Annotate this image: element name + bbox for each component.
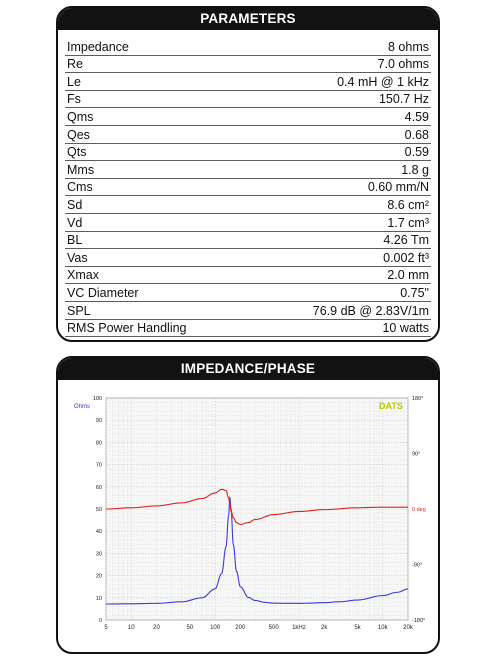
param-value: 150.7 Hz [378, 92, 429, 107]
param-label: Vd [67, 215, 83, 230]
x-tick-label: 1kHz [292, 625, 306, 631]
param-label: Qes [67, 127, 90, 142]
impedance-phase-chart: 5 10 20 50 100 200 500 1kHz 2k 5k 10k 20k 0 10 20 30 40 5… [74, 396, 426, 631]
param-label: SPL [67, 303, 91, 318]
y-tick-label: 60 [96, 485, 102, 491]
param-label: VC Diameter [67, 285, 139, 300]
param-row: Mms 1.8 g [65, 161, 431, 179]
y-tick-label: 90 [96, 418, 102, 424]
param-label: Cms [67, 180, 93, 195]
param-row: Qts 0.59 [65, 144, 431, 162]
param-row: Vd 1.7 cm³ [65, 214, 431, 232]
param-label: Le [67, 74, 81, 89]
x-tick-label: 50 [186, 625, 193, 631]
x-tick-label: 10k [378, 625, 389, 631]
impedance-line [105, 495, 409, 605]
y-tick-label: 70 [96, 463, 102, 469]
param-row: Impedance 8 ohms [65, 38, 431, 56]
grid-lines [105, 397, 409, 621]
x-tick-label: 500 [269, 625, 280, 631]
param-value: 0.75" [400, 285, 429, 300]
param-row: Re 7.0 ohms [65, 56, 431, 74]
param-label: Qms [67, 109, 94, 124]
param-value: 1.8 g [401, 162, 429, 177]
tick-labels: 5 10 20 50 100 200 500 1kHz 2k 5k 10k 20k 0 10 20 30 40 5… [93, 396, 426, 631]
parameters-title: PARAMETERS [58, 8, 438, 30]
ohms-axis-label: Ohms [74, 404, 90, 410]
param-label: Fs [67, 92, 81, 107]
param-value: 76.9 dB @ 2.83V/1m [312, 303, 429, 318]
x-tick-label: 2k [321, 625, 328, 631]
y2-tick-label: 0 deg [412, 507, 426, 513]
param-row: BL 4.26 Tm [65, 232, 431, 250]
param-row: Sd 8.6 cm² [65, 196, 431, 214]
phase-line [105, 488, 408, 525]
y2-tick-label: -180° [412, 618, 425, 624]
param-row: Xmax 2.0 mm [65, 267, 431, 285]
param-label: RMS Power Handling [67, 321, 187, 336]
param-label: BL [67, 233, 83, 248]
param-row: RMS Power Handling 10 watts [65, 320, 431, 338]
param-label: Usable Frequency Range (Hz) [67, 339, 236, 340]
param-value: 0.59 [404, 145, 429, 160]
param-value: 0.68 [404, 127, 429, 142]
param-label: Mms [67, 162, 95, 177]
param-row: Usable Frequency Range (Hz) 150-20,000 Hz [65, 337, 431, 340]
y2-tick-label: -90° [412, 563, 422, 569]
y-tick-label: 100 [93, 396, 102, 402]
y-tick-label: 30 [96, 551, 102, 557]
y-tick-label: 10 [96, 596, 102, 602]
param-value: 10 watts [382, 321, 429, 336]
parameters-card: PARAMETERS Impedance 8 ohms Re 7.0 ohms Le 0.… [56, 6, 440, 342]
param-row: Fs 150.7 Hz [65, 91, 431, 109]
param-row: SPL 76.9 dB @ 2.83V/1m [65, 302, 431, 320]
param-value: 8.6 cm² [387, 197, 429, 212]
x-tick-label: 20 [153, 625, 160, 631]
param-row: Qms 4.59 [65, 108, 431, 126]
x-tick-label: 5 [104, 625, 108, 631]
y2-tick-label: 180° [412, 396, 423, 402]
param-value: 150-20,000 Hz [347, 339, 429, 340]
param-value: 4.26 Tm [383, 233, 429, 248]
param-row: Qes 0.68 [65, 126, 431, 144]
y-tick-label: 80 [96, 440, 102, 446]
impedance-phase-title: IMPEDANCE/PHASE [58, 358, 438, 380]
y-tick-label: 50 [96, 507, 102, 513]
param-value: 0.4 mH @ 1 kHz [337, 74, 429, 89]
param-label: Qts [67, 145, 87, 160]
dats-watermark: DATS [379, 401, 403, 411]
param-label: Sd [67, 197, 83, 212]
y-tick-label: 20 [96, 574, 102, 580]
param-value: 2.0 mm [387, 268, 429, 283]
x-tick-label: 10 [128, 625, 135, 631]
x-tick-label: 5k [354, 625, 361, 631]
param-value: 7.0 ohms [377, 57, 429, 72]
y-tick-label: 0 [99, 618, 102, 624]
x-tick-label: 100 [210, 625, 221, 631]
param-value: 8 ohms [388, 39, 429, 54]
x-tick-label: 20k [403, 625, 414, 631]
y-tick-label: 40 [96, 529, 102, 535]
impedance-phase-card: IMPEDANCE/PHASE 5 10 20 50 100 200 500 1kHz 2k 5k… [56, 356, 440, 654]
x-tick-label: 200 [235, 625, 246, 631]
param-label: Vas [67, 250, 88, 265]
y2-tick-label: 90° [412, 452, 420, 458]
param-row: Vas 0.002 ft³ [65, 249, 431, 267]
param-label: Xmax [67, 268, 99, 283]
param-value: 0.002 ft³ [383, 250, 429, 265]
param-row: VC Diameter 0.75" [65, 284, 431, 302]
parameters-table: Impedance 8 ohms Re 7.0 ohms Le 0.4 mH @ 1 kH… [65, 38, 431, 340]
data-series [105, 488, 409, 605]
param-label: Re [67, 57, 83, 72]
param-value: 1.7 cm³ [387, 215, 429, 230]
param-row: Cms 0.60 mm/N [65, 179, 431, 197]
param-row: Le 0.4 mH @ 1 kHz [65, 73, 431, 91]
param-value: 0.60 mm/N [367, 180, 429, 195]
param-label: Impedance [67, 39, 129, 54]
param-value: 4.59 [404, 109, 429, 124]
